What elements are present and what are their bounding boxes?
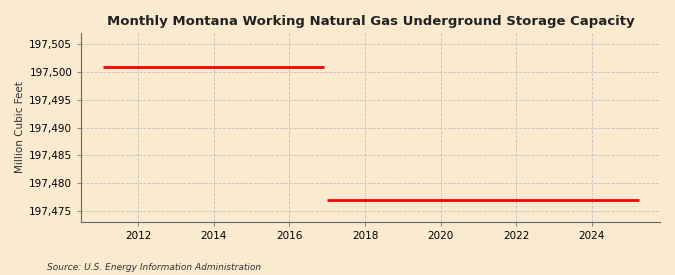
Y-axis label: Million Cubic Feet: Million Cubic Feet [15, 82, 25, 174]
Text: Source: U.S. Energy Information Administration: Source: U.S. Energy Information Administ… [47, 263, 261, 272]
Title: Monthly Montana Working Natural Gas Underground Storage Capacity: Monthly Montana Working Natural Gas Unde… [107, 15, 634, 28]
